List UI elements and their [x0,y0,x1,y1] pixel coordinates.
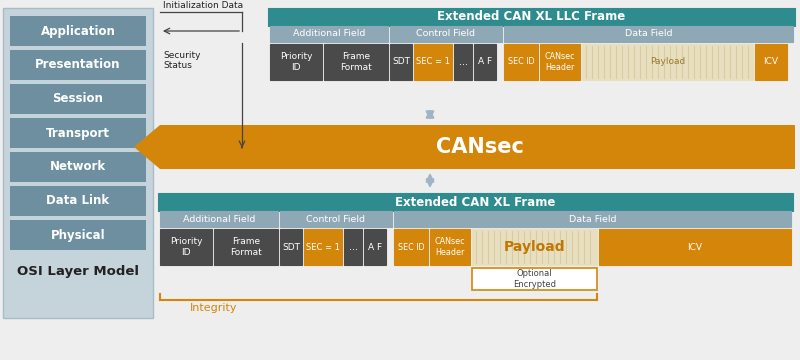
Text: Session: Session [53,93,103,105]
Bar [390,44,412,80]
Bar [158,193,793,211]
Text: Application: Application [41,24,115,37]
Text: SEC = 1: SEC = 1 [306,243,340,252]
Bar [10,118,146,148]
Bar [10,186,146,216]
Text: Control Field: Control Field [417,30,475,39]
Bar [304,229,342,265]
Bar [270,26,388,42]
Text: Data Field: Data Field [625,30,672,39]
Bar [10,152,146,182]
Polygon shape [134,125,795,169]
Text: SDT: SDT [282,243,300,252]
Bar [472,229,597,265]
Text: Priority
ID: Priority ID [280,52,312,72]
Text: Data Field: Data Field [569,215,616,224]
Text: Optional
Encrypted: Optional Encrypted [513,269,556,289]
Text: CANsec: CANsec [436,137,524,157]
Text: ...: ... [349,242,358,252]
Text: Extended CAN XL Frame: Extended CAN XL Frame [395,195,556,208]
Text: SEC ID: SEC ID [508,58,534,67]
Text: ...: ... [458,57,467,67]
Bar [390,26,502,42]
Text: Frame
Format: Frame Format [340,52,372,72]
Text: Additional Field: Additional Field [183,215,255,224]
Bar [160,229,212,265]
Bar [504,44,538,80]
Bar [755,44,787,80]
Bar [324,44,388,80]
Bar [454,44,472,80]
Bar [474,44,496,80]
Text: Frame
Format: Frame Format [230,237,262,257]
Text: SEC = 1: SEC = 1 [416,58,450,67]
Bar [268,8,795,26]
Text: Network: Network [50,161,106,174]
Text: Extended CAN XL LLC Frame: Extended CAN XL LLC Frame [438,10,626,23]
Text: Control Field: Control Field [306,215,366,224]
Text: ICV: ICV [763,58,778,67]
Text: A F: A F [478,58,492,67]
Text: Payload: Payload [650,58,685,67]
Bar [364,229,386,265]
Bar [280,229,302,265]
Bar [10,50,146,80]
Bar [540,44,580,80]
Text: Presentation: Presentation [35,58,121,72]
Text: ICV: ICV [687,243,702,252]
Text: A F: A F [368,243,382,252]
Bar [599,229,791,265]
Bar [430,229,470,265]
Bar [10,84,146,114]
Bar [344,229,362,265]
Text: Initialization Data: Initialization Data [163,1,243,10]
Bar [394,229,428,265]
Text: Security
Status: Security Status [163,51,201,71]
Text: Data Link: Data Link [46,194,110,207]
Bar [3,8,153,318]
Bar [10,16,146,46]
Bar [280,211,392,227]
Bar [160,211,278,227]
Bar [10,220,146,250]
Bar [504,26,793,42]
Text: Additional Field: Additional Field [293,30,365,39]
Text: SEC ID: SEC ID [398,243,424,252]
Text: Priority
ID: Priority ID [170,237,202,257]
Text: Payload: Payload [504,240,566,254]
Text: CANsec
Header: CANsec Header [545,52,575,72]
Bar [270,44,322,80]
Bar [214,229,278,265]
Bar [394,211,791,227]
Text: Transport: Transport [46,126,110,139]
Bar [414,44,452,80]
Text: Physical: Physical [50,229,106,242]
Text: CANsec
Header: CANsec Header [434,237,466,257]
Bar [472,268,597,290]
Text: Integrity: Integrity [190,303,238,313]
Text: SDT: SDT [392,58,410,67]
Text: OSI Layer Model: OSI Layer Model [17,266,139,279]
Bar [582,44,753,80]
